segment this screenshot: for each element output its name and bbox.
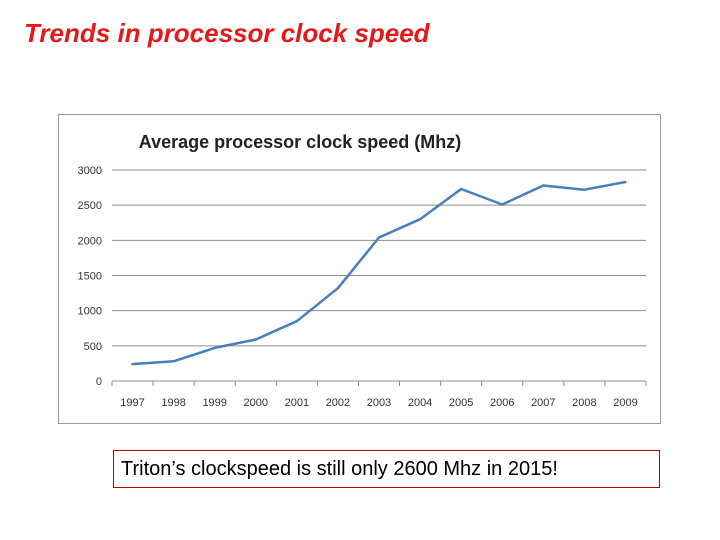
x-tick-label: 2008	[572, 397, 596, 409]
data-point-2006	[501, 203, 504, 206]
data-point-2009	[624, 180, 627, 184]
x-tick-label: 2000	[244, 397, 268, 409]
y-tick-label: 1500	[78, 271, 102, 283]
x-tick-label: 2007	[531, 397, 555, 409]
y-tick-label: 2000	[78, 235, 102, 247]
series-line-0	[132, 180, 626, 366]
x-tick-label: 2005	[449, 397, 473, 409]
data-point-2003	[377, 236, 381, 239]
data-point-2004	[418, 218, 422, 221]
y-tick-label: 500	[84, 341, 102, 353]
chart-title: Average processor clock speed (Mhz)	[139, 132, 461, 152]
x-tick-label: 2009	[613, 397, 637, 409]
x-tick-label: 1998	[161, 397, 185, 409]
data-point-2007	[542, 184, 545, 187]
x-tick-label: 1997	[120, 397, 144, 409]
y-tick-label: 3000	[78, 165, 102, 177]
x-tick-label: 2001	[285, 397, 309, 409]
data-point-1999	[213, 346, 216, 350]
data-point-1997	[131, 362, 134, 366]
clock-speed-chart: Average processor clock speed (Mhz) 0 500…	[78, 132, 647, 409]
data-point-1998	[172, 360, 175, 363]
x-tick-label: 2004	[408, 397, 432, 409]
x-tick-label: 2002	[326, 397, 350, 409]
callout-note: Triton’s clockspeed is still only 2600 M…	[113, 450, 660, 488]
x-tick-label: 2006	[490, 397, 514, 409]
data-point-2001	[295, 320, 299, 323]
x-tick-label: 2003	[367, 397, 391, 409]
y-tick-label: 0	[96, 376, 102, 388]
slide-title: Trends in processor clock speed	[24, 18, 430, 48]
x-tick-label: 1999	[202, 397, 226, 409]
y-tick-label: 1000	[78, 306, 102, 318]
data-point-2000	[254, 338, 257, 341]
data-point-2002	[336, 286, 340, 290]
chart-frame: Average processor clock speed (Mhz) 0 500…	[58, 114, 661, 424]
y-tick-label: 2500	[78, 200, 102, 212]
data-point-2005	[459, 187, 463, 191]
data-point-2008	[583, 188, 586, 191]
